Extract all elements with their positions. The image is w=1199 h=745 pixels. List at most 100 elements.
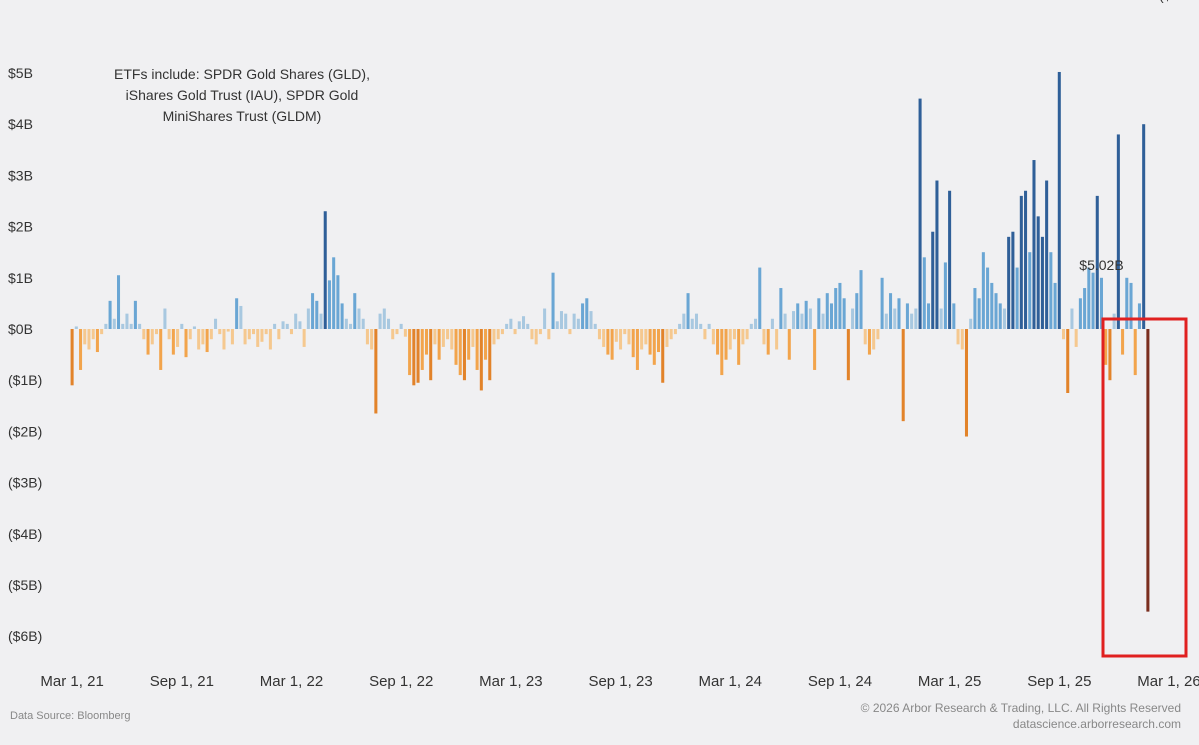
flow-bar <box>95 329 99 353</box>
flow-bar <box>1070 308 1074 329</box>
flow-bar <box>568 329 572 335</box>
flow-bar <box>420 329 424 370</box>
flow-bar <box>555 321 559 329</box>
flow-bar <box>716 329 720 355</box>
flow-bar <box>74 326 78 329</box>
y-tick-label: ($2B) <box>8 423 42 439</box>
flow-bar <box>311 293 315 329</box>
flow-bar <box>787 329 791 360</box>
flow-bar <box>458 329 462 376</box>
flow-bar <box>711 329 715 345</box>
flow-bar <box>479 329 483 391</box>
flow-bar <box>1049 252 1053 329</box>
flow-bar <box>838 282 842 329</box>
flow-bar <box>281 321 285 329</box>
flow-bar <box>623 329 627 335</box>
flow-bar <box>749 323 753 329</box>
flow-bar <box>1040 236 1044 329</box>
flow-bar <box>513 329 517 335</box>
flow-bar <box>268 329 272 350</box>
flow-bar <box>931 231 935 329</box>
flow-bar <box>1099 277 1104 329</box>
flow-bar <box>770 318 774 329</box>
flow-bar <box>218 329 222 335</box>
y-tick-label: $3B <box>8 167 33 183</box>
flow-bar <box>302 329 306 347</box>
flow-bar <box>475 329 479 370</box>
flow-bar <box>640 329 644 350</box>
flow-bar <box>576 318 580 329</box>
flow-bar <box>889 293 893 329</box>
flow-bar <box>1112 313 1116 329</box>
flow-bar <box>914 308 918 329</box>
flow-bar <box>433 329 437 345</box>
flow-bar <box>593 323 597 329</box>
x-tick-label: Sep 1, 21 <box>150 673 214 690</box>
flow-bar <box>766 329 770 355</box>
flow-bar <box>1057 71 1061 329</box>
flow-bar <box>876 329 880 340</box>
flow-bar <box>783 313 787 329</box>
flow-bar <box>673 329 677 335</box>
flow-bar <box>1125 277 1129 329</box>
flow-bar <box>340 303 344 329</box>
flow-bar <box>441 329 445 347</box>
y-tick-label: $5B <box>8 65 33 81</box>
flow-bar <box>159 329 163 370</box>
flow-bar <box>1133 329 1137 376</box>
flow-bar <box>762 329 766 345</box>
flow-bar <box>551 272 555 329</box>
flow-bar <box>728 329 732 350</box>
flow-bar <box>910 313 914 329</box>
flow-bar <box>289 329 294 335</box>
flow-bar <box>1091 272 1095 329</box>
flow-bar <box>981 252 985 329</box>
flow-bar <box>391 329 395 340</box>
y-tick-label: ($6B) <box>8 628 42 644</box>
flow-bar <box>395 329 399 335</box>
flow-bar <box>821 313 825 329</box>
flow-bar <box>1083 288 1087 329</box>
flow-bar <box>437 329 441 360</box>
flow-bar <box>332 257 336 329</box>
flow-bar <box>370 329 374 350</box>
flow-bar <box>619 329 623 350</box>
flow-bar <box>758 267 762 329</box>
flow-bar <box>374 329 378 414</box>
flow-bar <box>180 323 184 329</box>
flow-bar <box>884 313 888 329</box>
y-tick-label: $4B <box>8 116 33 132</box>
flow-bar <box>1095 195 1099 329</box>
flow-bar <box>336 275 340 329</box>
flow-bar <box>277 329 281 340</box>
flow-bar <box>294 313 298 329</box>
flow-bar <box>534 329 538 345</box>
flow-bar <box>484 329 488 360</box>
flow-bar <box>1011 231 1015 329</box>
flow-bar <box>1087 267 1091 329</box>
flow-bar <box>454 329 458 365</box>
flow-bar <box>808 308 812 329</box>
flow-bar <box>349 323 353 329</box>
x-tick-label: Mar 1, 25 <box>918 673 981 690</box>
flow-bar <box>905 303 909 329</box>
flow-bar <box>361 318 365 329</box>
copyright-text: © 2026 Arbor Research & Trading, LLC. Al… <box>860 701 1181 715</box>
flow-bar <box>192 326 196 329</box>
x-tick-label: Mar 1, 26 <box>1137 673 1199 690</box>
flow-bar <box>800 313 804 329</box>
y-tick-label: ($1B) <box>8 372 42 388</box>
data-source-label: Data Source: Bloomberg <box>10 710 131 722</box>
highlight-box <box>1101 317 1188 658</box>
flow-bar <box>964 329 969 437</box>
flow-bar <box>846 329 850 381</box>
flow-bar <box>686 293 690 329</box>
flow-bar <box>969 318 973 329</box>
flow-bar <box>627 329 631 345</box>
flow-bar <box>408 329 412 376</box>
flow-bar <box>403 329 407 337</box>
flow-bar <box>1129 282 1133 329</box>
flow-bar <box>648 329 652 355</box>
y-tick-label: ($3B) <box>8 475 42 491</box>
flow-bar <box>796 303 800 329</box>
